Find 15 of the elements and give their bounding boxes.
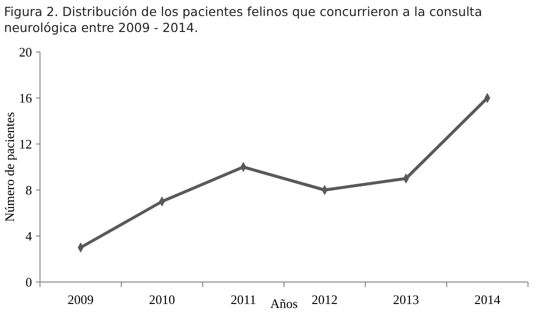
x-tick-label: 2013	[393, 292, 419, 307]
chart-title: Figura 2. Distribución de los pacientes felinos que concurrieron a la consulta neurológica entre 2009 - 2014.	[4, 4, 482, 35]
y-tick-label: 20	[19, 44, 32, 60]
x-tick-label: 2014	[474, 292, 501, 307]
x-tick-label: 2012	[312, 292, 338, 307]
y-tick-label: 8	[26, 182, 32, 198]
x-tick-label: 2009	[68, 292, 94, 307]
x-tick-label: 2011	[230, 292, 256, 307]
y-tick-label: 0	[26, 274, 32, 290]
x-tick-label: 2010	[149, 292, 175, 307]
y-tick-label: 4	[26, 228, 32, 244]
y-tick-label: 16	[19, 90, 32, 106]
y-axis-title: Número de pacientes	[2, 112, 17, 222]
y-tick-label: 12	[19, 136, 32, 152]
x-axis-title: Años	[270, 296, 298, 311]
